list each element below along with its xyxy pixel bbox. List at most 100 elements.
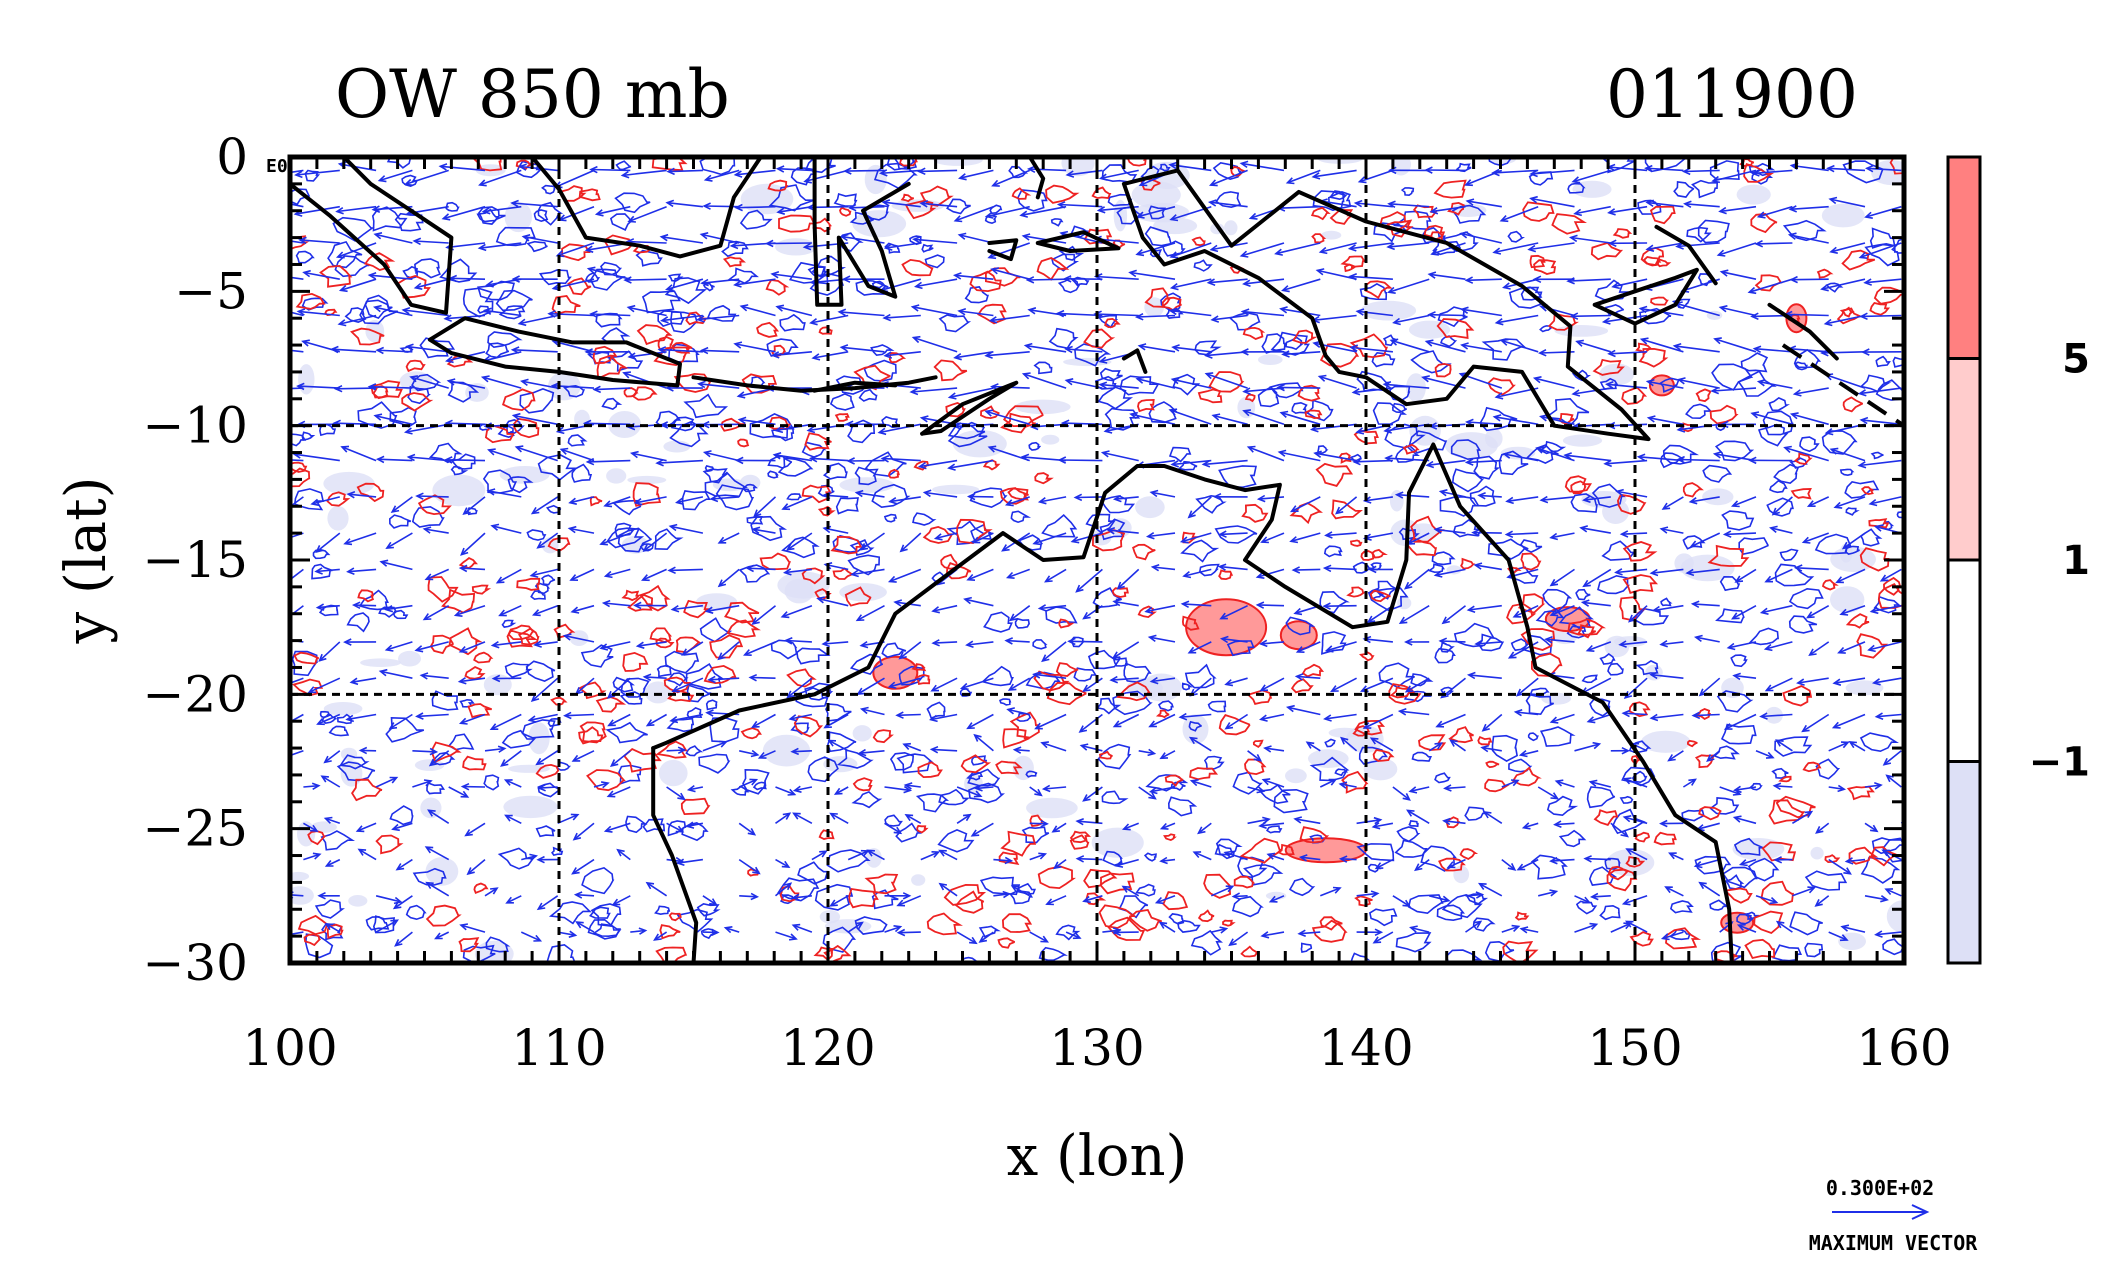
- wind-vector-head: [1645, 244, 1655, 252]
- negative-ow-fill: [290, 871, 310, 881]
- wind-vector: [1160, 858, 1176, 862]
- positive-ow-contour: [1386, 219, 1414, 238]
- wind-vector: [460, 713, 486, 725]
- x-tick-label: 100: [242, 1019, 337, 1077]
- y-tick-label: 0: [216, 128, 248, 186]
- wind-vector: [1257, 568, 1285, 578]
- positive-ow-contour: [622, 651, 649, 672]
- wind-vector-head: [1618, 640, 1627, 648]
- negative-ow-fill: [1321, 230, 1342, 240]
- wind-vector-head: [750, 749, 760, 758]
- wind-vector: [490, 713, 522, 730]
- negative-ow-contour: [681, 490, 711, 511]
- wind-vector-head: [575, 921, 584, 929]
- wind-vector: [1699, 882, 1721, 897]
- wind-vector: [1755, 750, 1774, 759]
- negative-ow-contour: [1436, 904, 1465, 922]
- wind-vector-head: [1783, 445, 1792, 453]
- wind-vector: [880, 278, 922, 291]
- wind-vector: [1212, 314, 1248, 321]
- wind-vector: [1587, 641, 1612, 652]
- positive-ow-contour: [578, 188, 601, 202]
- negative-ow-contour: [1788, 615, 1818, 634]
- wind-vector-head: [529, 570, 539, 578]
- wind-vector: [1825, 314, 1866, 325]
- wind-vector-head: [666, 167, 675, 176]
- wind-vector-head: [267, 346, 274, 352]
- wind-vector: [1012, 885, 1031, 897]
- coastline-sulawesi: [812, 157, 911, 307]
- negative-ow-contour: [1157, 700, 1174, 712]
- positive-ow-contour: [1011, 187, 1032, 200]
- wind-vector-head: [391, 823, 400, 832]
- wind-vector: [1521, 927, 1539, 933]
- wind-vector: [1506, 532, 1539, 536]
- wind-vector: [1224, 851, 1248, 861]
- negative-ow-contour: [702, 468, 729, 484]
- wind-vector: [1815, 895, 1830, 907]
- negative-ow-contour: [704, 471, 749, 498]
- vector-legend: 0.300E+02 MAXIMUM VECTOR: [1809, 1176, 1979, 1255]
- negative-ow-fill: [1091, 827, 1144, 858]
- negative-ow-contour: [767, 470, 779, 479]
- negative-ow-contour: [966, 771, 984, 781]
- negative-ow-contour: [1041, 514, 1078, 538]
- wind-vector: [1849, 741, 1866, 752]
- positive-ow-contour: [917, 761, 943, 779]
- wind-vector-head: [1386, 242, 1395, 251]
- negative-ow-contour: [1231, 895, 1264, 918]
- wind-vector-head: [1824, 427, 1834, 436]
- wind-vector: [303, 822, 318, 832]
- wind-vector-head: [1492, 414, 1502, 422]
- positive-ow-contour: [1836, 307, 1861, 325]
- positive-ow-contour: [768, 416, 792, 431]
- negative-ow-contour: [1749, 782, 1763, 791]
- negative-ow-contour: [947, 421, 988, 448]
- negative-ow-contour: [1048, 327, 1079, 349]
- wind-vector: [1198, 822, 1212, 834]
- positive-ow-contour: [1290, 678, 1314, 694]
- positive-ow-contour: [1698, 806, 1722, 821]
- wind-vector: [1648, 417, 1684, 426]
- wind-vector-head: [1859, 416, 1869, 425]
- wind-vector-head: [424, 846, 434, 854]
- wind-vector: [1306, 741, 1321, 752]
- positive-ow-contour: [458, 937, 480, 953]
- negative-ow-contour: [738, 564, 771, 583]
- wind-vector: [584, 422, 631, 426]
- wind-vector: [488, 449, 522, 462]
- positive-ow-contour: [1244, 758, 1267, 776]
- wind-vector-head: [792, 785, 802, 793]
- negative-ow-contour: [1721, 510, 1755, 531]
- wind-vector: [1225, 677, 1248, 686]
- wind-vector: [959, 234, 994, 244]
- positive-ow-contour: [980, 405, 1000, 420]
- negative-ow-contour: [641, 290, 681, 314]
- negative-ow-contour: [431, 690, 459, 711]
- negative-ow-contour: [1599, 653, 1616, 665]
- wind-vector: [316, 568, 340, 573]
- wind-vector-head: [686, 784, 696, 793]
- negative-ow-contour: [431, 751, 456, 766]
- wind-vector-head: [938, 849, 947, 857]
- wind-vector: [1279, 451, 1321, 462]
- wind-vector-head: [1568, 234, 1578, 243]
- wind-vector: [1324, 567, 1357, 571]
- wind-vector-head: [791, 893, 800, 902]
- negative-ow-fill: [1845, 680, 1884, 696]
- positive-ow-contour: [668, 912, 682, 922]
- wind-vector: [1450, 739, 1466, 752]
- wind-vector: [1528, 242, 1575, 251]
- negative-ow-contour: [779, 313, 806, 332]
- wind-vector: [1311, 423, 1357, 431]
- negative-ow-contour: [1527, 732, 1539, 742]
- wind-vector: [1136, 242, 1176, 256]
- wind-vector-head: [409, 375, 419, 383]
- wind-vector-head: [1429, 207, 1439, 215]
- wind-vector: [644, 676, 667, 679]
- wind-vector: [1229, 931, 1249, 946]
- wind-vector-head: [1121, 885, 1131, 893]
- negative-ow-contour: [1437, 306, 1468, 328]
- negative-ow-contour: [1389, 385, 1411, 402]
